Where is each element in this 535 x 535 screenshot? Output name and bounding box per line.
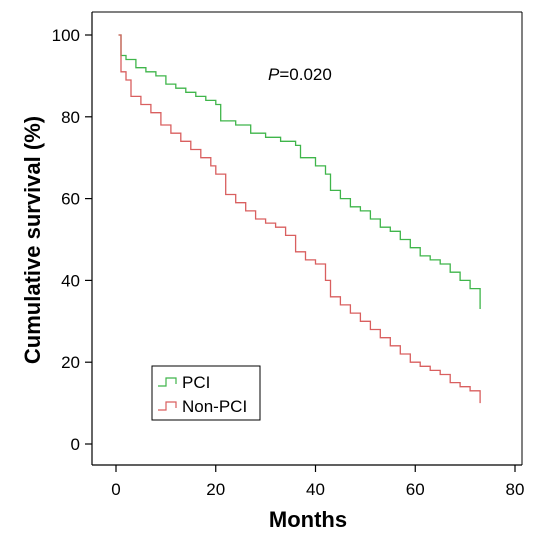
y-tick-label: 100 — [52, 26, 80, 45]
x-tick-label: 60 — [406, 480, 425, 499]
legend-label-pci: PCI — [182, 373, 210, 392]
y-tick-label: 80 — [61, 108, 80, 127]
x-tick-label: 20 — [206, 480, 225, 499]
survival-curves — [118, 34, 481, 404]
legend-symbol-pci — [158, 377, 177, 387]
legend-symbol-non-pci — [158, 401, 177, 411]
y-tick-label: 60 — [61, 190, 80, 209]
survival-curve-pci — [118, 34, 481, 309]
legend-box — [151, 365, 261, 421]
p-value-annotation: P=0.020 — [268, 65, 332, 84]
p-value-symbol: P — [268, 65, 280, 84]
p-value-text: =0.020 — [279, 65, 331, 84]
axes — [91, 11, 523, 466]
y-tick-label: 20 — [61, 353, 80, 372]
legend: PCI Non-PCI — [151, 365, 261, 421]
x-tick-label: 80 — [506, 480, 525, 499]
x-tick-label: 40 — [306, 480, 325, 499]
x-axis-label: Months — [269, 507, 347, 532]
x-tick-label: 0 — [111, 480, 120, 499]
survival-curve-non-pci — [118, 34, 481, 404]
y-tick-label: 40 — [61, 271, 80, 290]
y-axis-label: Cumulative survival (%) — [20, 116, 45, 364]
y-ticks: 0 20 40 60 80 100 — [52, 26, 92, 454]
y-tick-label: 0 — [71, 435, 80, 454]
legend-label-non-pci: Non-PCI — [182, 397, 247, 416]
x-ticks: 0 20 40 60 80 — [111, 465, 524, 499]
